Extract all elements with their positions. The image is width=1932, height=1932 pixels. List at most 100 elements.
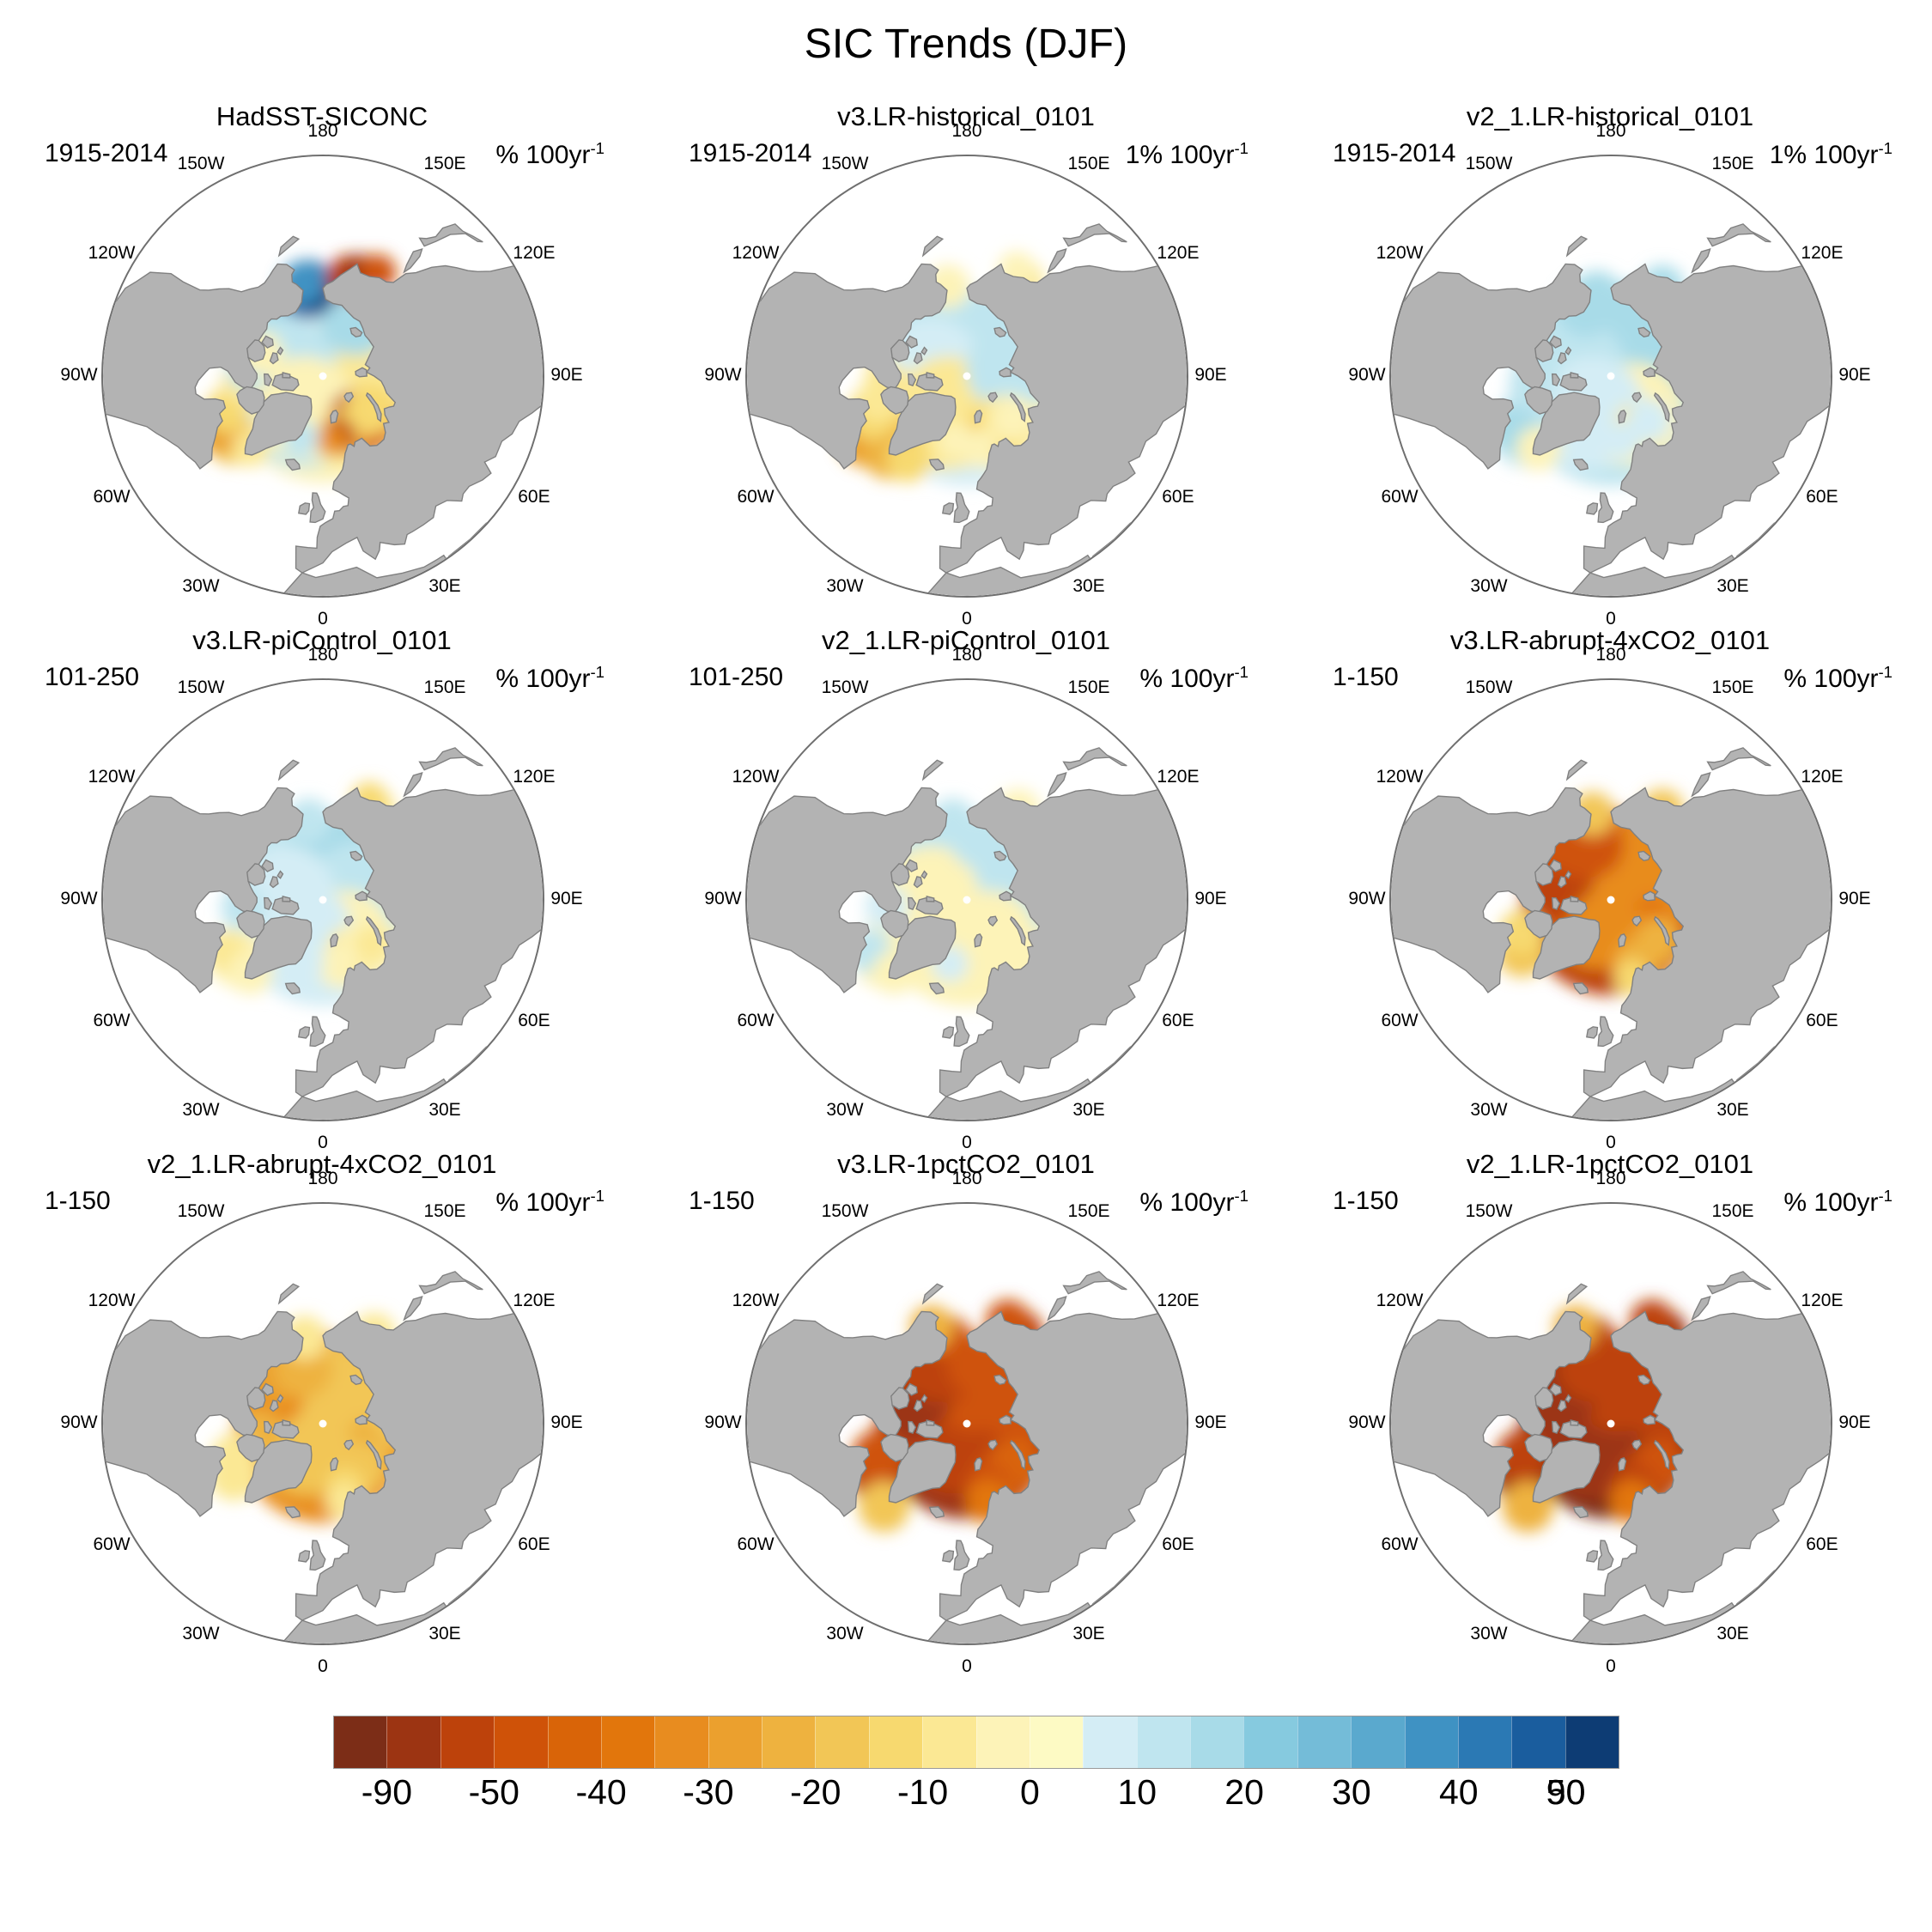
lon-label-30E: 30E [428,1099,461,1120]
land-britain [953,1016,970,1048]
land-franz-josef-land [987,392,999,404]
lon-label-0: 0 [318,1133,328,1152]
land-franz-josef-land [343,392,355,404]
north-pole-marker [319,896,327,904]
lon-label-90E: 90E [1838,1413,1871,1432]
polar-map[interactable] [101,678,544,1121]
map-container: 180 150W 120W 90W 60W 30W 0 30E 60E 90E 120E 150E [1288,121,1932,629]
polar-map[interactable] [745,155,1188,598]
land-axel-heiberg [282,1419,291,1426]
land-iceland [928,459,945,471]
panel-period-label: 101-250 [689,663,784,691]
lon-label-0: 0 [962,1133,972,1152]
land-baffin-island [236,1433,265,1462]
land-ireland [298,1026,311,1039]
colorbar-cell [975,1716,1030,1768]
lon-label-90W: 90W [704,889,742,908]
polar-map[interactable] [745,1202,1188,1645]
land-axel-heiberg [282,896,291,902]
lon-label-0: 0 [962,609,972,629]
lon-label-60W: 60W [93,1011,131,1030]
land-svalbard [1618,1456,1627,1472]
land-baffin-island [1524,1433,1553,1462]
land-japan [1706,1271,1771,1295]
land-africa-north [247,1078,452,1120]
map-container: 180 150W 120W 90W 60W 30W 0 30E 60E 90E 120E 150E [644,645,1288,1152]
land-iceland [1572,459,1589,471]
panel-title: v2_1.LR-1pctCO2_0101 [1466,1149,1754,1179]
colorbar-cell [654,1716,708,1768]
land-prince-patrick [920,1394,928,1403]
land-melville-island [1557,352,1567,365]
panel-title: HadSST-SICONC [216,101,428,131]
land-ireland [298,502,311,515]
land-britain [309,1016,326,1048]
panel-units-label: 1% 100yr-1 [1125,139,1249,169]
colorbar-tick: 20 [1224,1772,1264,1812]
lon-label-120W: 120W [732,243,780,263]
lon-label-0: 0 [962,1656,972,1676]
land-africa-north [891,1078,1096,1120]
land-new-siberian-is [993,1374,1007,1386]
polar-map[interactable] [1389,155,1832,598]
land-new-siberian-is [1637,1374,1651,1386]
land-baffin-island [880,1433,909,1462]
land-axel-heiberg [926,372,935,379]
land-novaya-zemlya [1009,392,1026,422]
colorbar[interactable] [333,1716,1619,1769]
land-svalbard [974,933,983,948]
land-novaya-zemlya [365,1439,382,1470]
colorbar-cell [1190,1716,1244,1768]
polar-map[interactable] [745,678,1188,1121]
colorbar-cell [440,1716,495,1768]
lon-label-150E: 150E [423,677,466,698]
colorbar-tick: -40 [575,1772,627,1812]
land-prince-patrick [1564,870,1572,879]
land-axel-heiberg [926,896,935,902]
panel-period-label: 1-150 [45,1187,111,1215]
lon-label-30E: 30E [1716,1623,1749,1643]
land-sakhalin [1047,1296,1067,1321]
land-novaya-zemlya [1009,1439,1026,1470]
land-banks-island [261,859,274,872]
land-ireland [1586,502,1599,515]
land-eurasia [1583,787,1831,1097]
lon-label-150W: 150W [177,677,225,698]
map-container: 180 150W 120W 90W 60W 30W 0 30E 60E 90E 120E 150E [0,121,644,629]
north-pole-marker [319,1419,327,1428]
lon-label-90E: 90E [1838,365,1871,385]
lon-label-60E: 60E [1806,1534,1838,1554]
panel-units-label: % 100yr-1 [1139,663,1249,693]
polar-map[interactable] [1389,678,1832,1121]
lon-label-150E: 150E [423,154,466,174]
land-novaya-zemlya [1653,1439,1670,1470]
polar-map[interactable] [101,1202,544,1645]
polar-map[interactable] [1389,1202,1832,1645]
land-aleutians [921,235,945,258]
lon-label-90W: 90W [60,889,98,908]
land-franz-josef-land [1631,1439,1643,1451]
panel-units-label: % 100yr-1 [1139,1187,1249,1217]
land-new-siberian-is [993,850,1007,862]
land-victoria-island [890,863,910,886]
land-new-siberian-is [1637,850,1651,862]
lon-label-60E: 60E [1162,1011,1194,1030]
lon-label-120E: 120E [1801,767,1844,787]
lon-label-90W: 90W [60,1413,98,1432]
landmasses [747,223,1187,596]
land-ireland [1586,1026,1599,1039]
land-victoria-island [1534,863,1554,886]
lon-label-60W: 60W [737,1534,775,1554]
land-ireland [942,1550,955,1563]
land-britain [1597,492,1614,524]
lon-label-0: 0 [1606,1133,1616,1152]
figure-title: SIC Trends (DJF) [804,21,1128,67]
lon-label-60W: 60W [93,487,131,507]
land-sakhalin [403,1296,423,1321]
panel-title: v2_1.LR-historical_0101 [1466,101,1754,131]
lon-label-180: 180 [1595,645,1626,665]
land-novaya-zemlya [365,392,382,422]
lon-label-30W: 30W [182,575,220,596]
panel-p6: v3.LR-abrupt-4xCO2_0101 1-150% 100yr-1 180… [1288,625,1932,1152]
polar-map[interactable] [101,155,544,598]
